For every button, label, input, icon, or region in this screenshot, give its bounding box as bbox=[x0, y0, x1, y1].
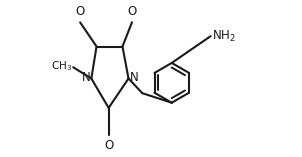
Text: NH$_2$: NH$_2$ bbox=[211, 29, 235, 44]
Text: O: O bbox=[127, 5, 137, 18]
Text: O: O bbox=[76, 5, 85, 18]
Text: CH$_3$: CH$_3$ bbox=[51, 60, 72, 73]
Text: N: N bbox=[129, 71, 138, 84]
Text: O: O bbox=[104, 139, 113, 152]
Text: N: N bbox=[82, 71, 91, 84]
